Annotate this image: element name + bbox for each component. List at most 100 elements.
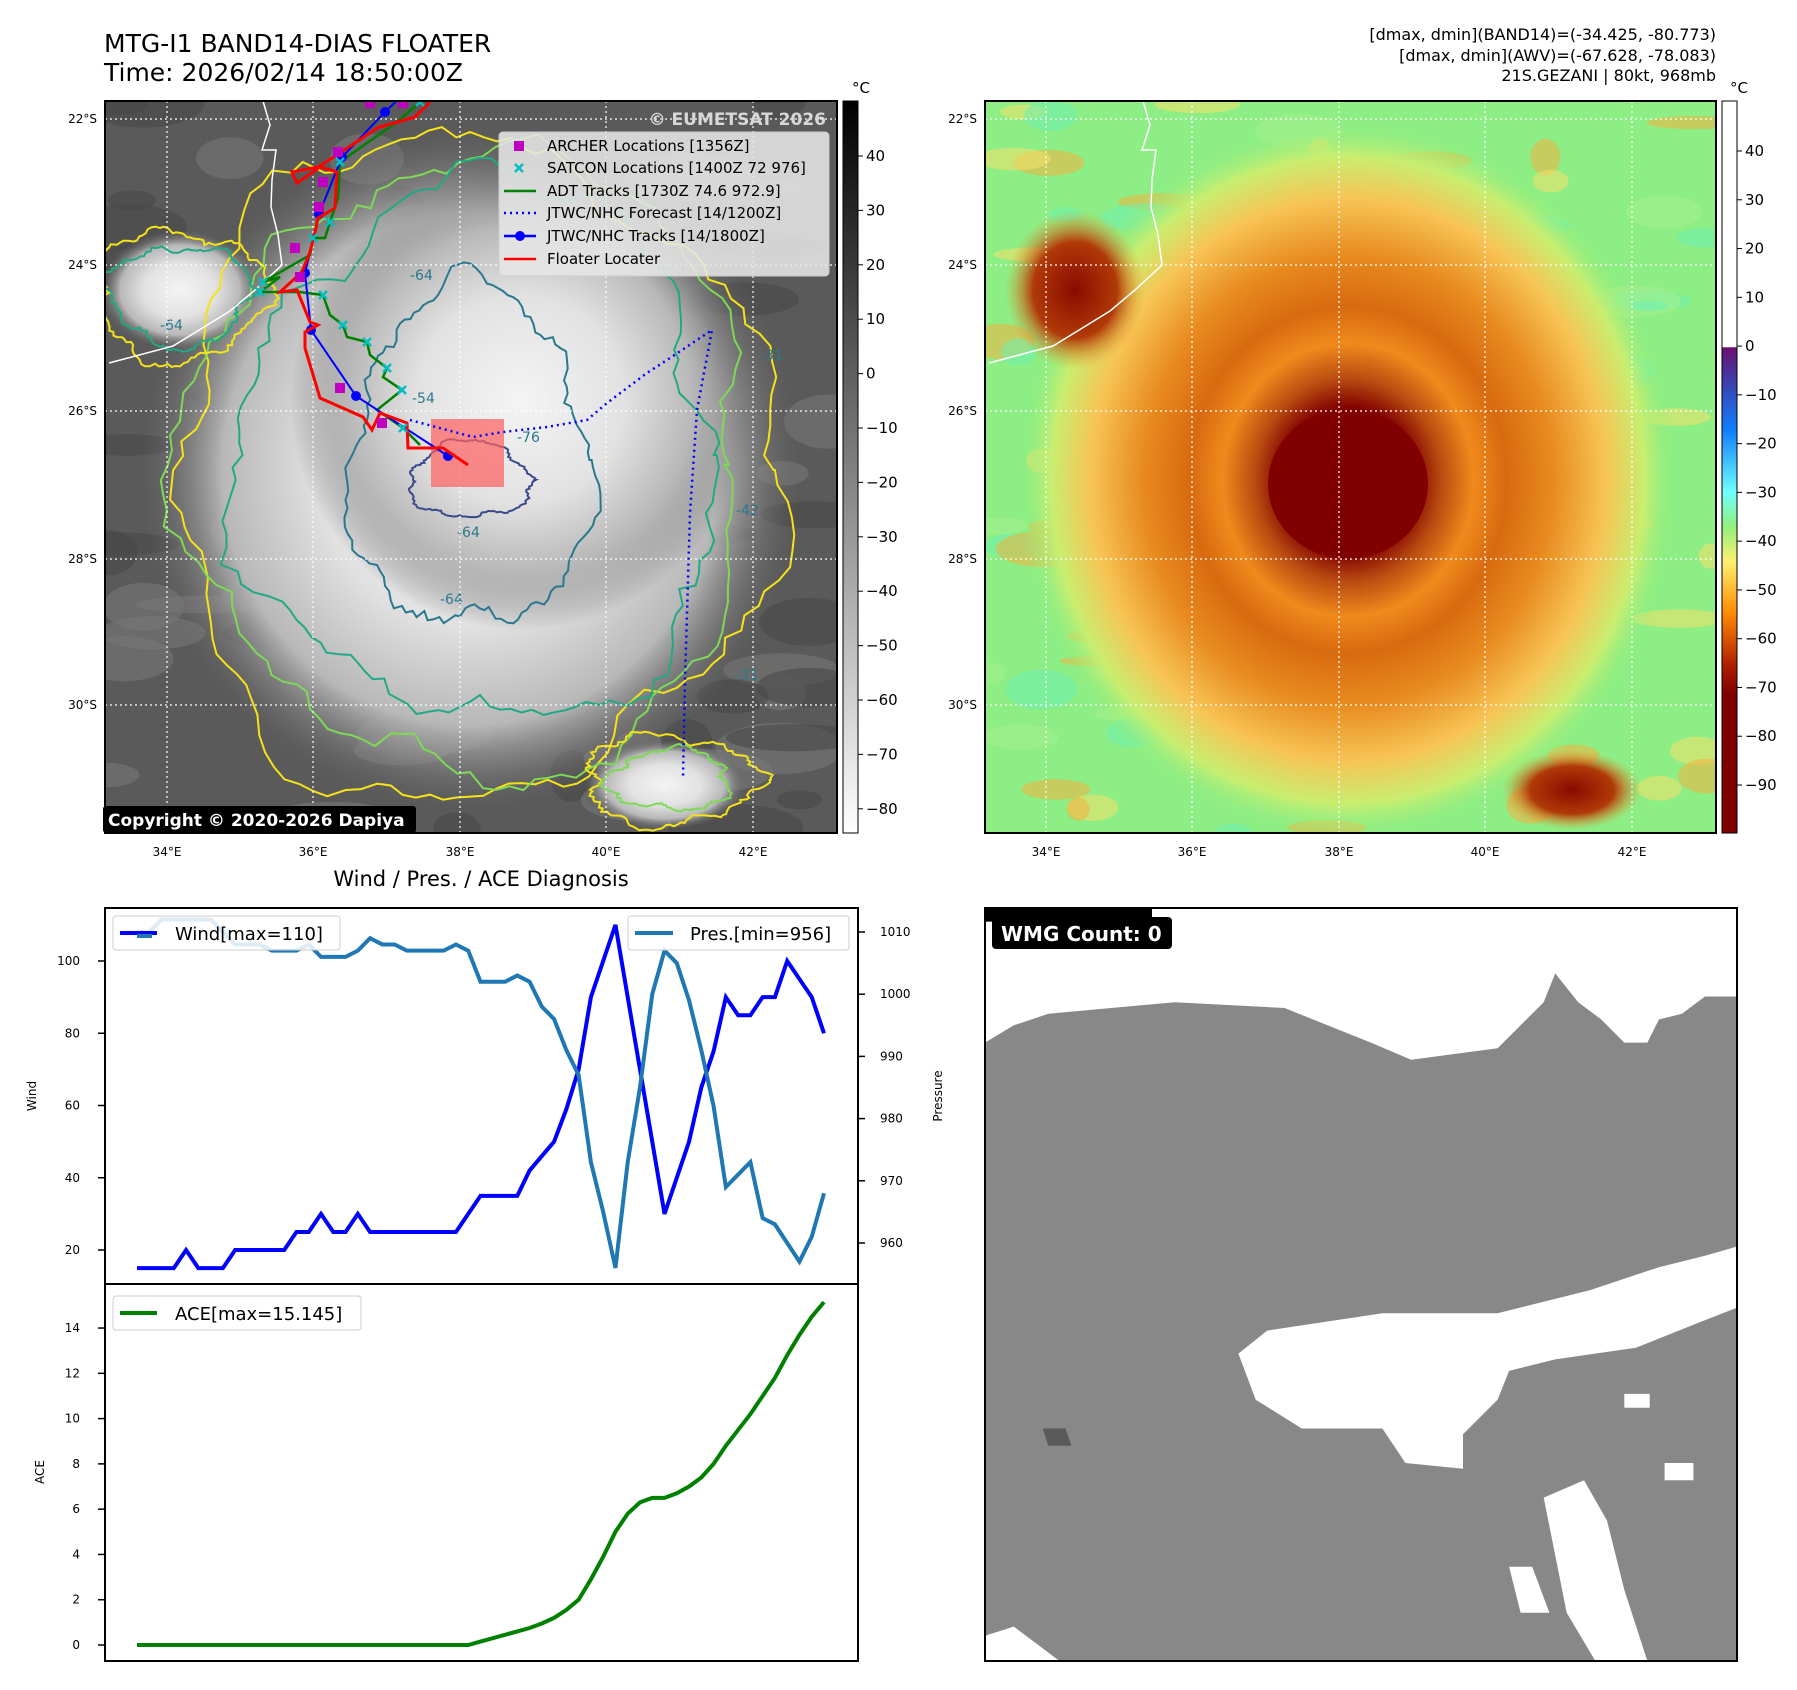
archer-marker xyxy=(314,202,324,212)
legend-label: SATCON Locations [1400Z 72 976] xyxy=(547,159,806,177)
wmg-count: WMG Count: 0 xyxy=(1001,922,1162,946)
wmg-clear-region xyxy=(1509,1566,1550,1613)
contour-label: -64 xyxy=(160,318,183,334)
wind-legend-label: Wind[max=110] xyxy=(175,924,323,945)
satcon-marker xyxy=(255,287,265,297)
colorbar-tick-label: 40 xyxy=(1745,142,1764,160)
convective-cell xyxy=(1005,210,1145,370)
lat-tick-label: 28°S xyxy=(948,552,977,566)
wind-tick-label: 100 xyxy=(57,954,80,968)
wind-tick-label: 20 xyxy=(65,1243,80,1257)
cyclone-core xyxy=(1268,409,1428,559)
archer-marker xyxy=(333,147,343,157)
pressure-tick-label: 1010 xyxy=(880,925,911,939)
wmg-clear-region xyxy=(1624,1393,1650,1408)
wind-legend: Wind[max=110] xyxy=(112,915,341,951)
contour-minus54 xyxy=(105,245,258,353)
contour-label: -42 xyxy=(736,503,759,519)
lon-tick-label: 38°E xyxy=(1325,845,1354,859)
ace-tick-label: 4 xyxy=(72,1547,80,1561)
ace-tick-label: 0 xyxy=(72,1638,80,1652)
colorbar-tick-label: −10 xyxy=(1745,386,1777,404)
legend-label: ARCHER Locations [1356Z] xyxy=(547,137,750,155)
ir-texture xyxy=(1021,779,1091,800)
legend-label: ADT Tracks [1730Z 74.6 972.9] xyxy=(547,182,781,200)
cloud-texture xyxy=(776,790,823,810)
lon-tick-label: 38°E xyxy=(446,845,475,859)
convective-cell xyxy=(1502,750,1642,830)
contour-minus31 xyxy=(105,225,281,368)
ir-texture xyxy=(1214,823,1251,833)
lon-tick-label: 36°E xyxy=(299,845,328,859)
satcon-marker xyxy=(318,290,328,300)
ace-tick-label: 6 xyxy=(72,1502,80,1516)
lat-tick-label: 22°S xyxy=(948,112,977,126)
cloud-texture xyxy=(105,101,205,128)
lat-tick-label: 30°S xyxy=(68,698,97,712)
pressure-axis-label: Pressure xyxy=(931,1070,945,1121)
ace-axis-label: ACE xyxy=(33,1460,47,1484)
colorbar-tick-label: −60 xyxy=(1745,630,1777,648)
archer-legend-icon xyxy=(514,141,524,151)
ir-texture xyxy=(1647,116,1716,130)
lat-tick-label: 22°S xyxy=(68,112,97,126)
colorbar-tick-label: −30 xyxy=(866,528,898,546)
map-axis-ticks: 22°S 24°S 26°S 28°S 30°S 34°E 36°E 38°E 40°E 42°E xyxy=(948,112,1646,859)
colorbar-tick-label: −50 xyxy=(1745,581,1777,599)
pressure-tick-label: 970 xyxy=(880,1174,903,1188)
satcon-marker xyxy=(397,385,407,395)
ir-texture xyxy=(1154,101,1241,114)
coastline xyxy=(988,101,1163,364)
pressure-tick-label: 980 xyxy=(880,1112,903,1126)
ir-texture xyxy=(1636,775,1682,801)
contour-label: -31 xyxy=(760,348,783,364)
colorbar-tick-label: 30 xyxy=(866,201,885,219)
colorbar-tick-label: −80 xyxy=(866,800,898,818)
colorbar-tick-label: −30 xyxy=(1745,483,1777,501)
cloud-texture xyxy=(196,137,264,180)
ir-texture xyxy=(1530,138,1561,176)
colorbar-tick-label: 20 xyxy=(866,256,885,274)
ir-texture xyxy=(1532,169,1569,193)
legend-label: JTWC/NHC Tracks [14/1800Z] xyxy=(546,227,765,245)
ir-texture xyxy=(1630,300,1668,312)
wind-pressure-chart: 20 40 60 80 100 960 970 980 990 1000 1010 Wind Pre… xyxy=(25,907,945,1285)
wmg-clear-region xyxy=(1664,1463,1694,1481)
contour-label: -31 xyxy=(735,668,758,684)
satcon-marker xyxy=(258,277,268,287)
archer-marker xyxy=(318,177,328,187)
satcon-marker xyxy=(398,423,408,433)
contour-label: -64 xyxy=(410,268,433,284)
colorbar-tick-label: −70 xyxy=(866,745,898,763)
lat-tick-label: 24°S xyxy=(68,258,97,272)
adt-track xyxy=(256,101,421,446)
cyclone-cloud xyxy=(290,170,750,630)
map-frame xyxy=(984,100,1717,834)
lat-tick-label: 26°S xyxy=(68,404,97,418)
band14-map: -31 -42 -54 -76 -64 -64 -64 -64 -31 ARCHER Locat… xyxy=(68,100,838,859)
ir-texture xyxy=(1024,101,1078,131)
lon-tick-label: 40°E xyxy=(1471,845,1500,859)
ir-texture xyxy=(1676,227,1716,248)
colorbar-tick-label: −80 xyxy=(1745,727,1777,745)
ace-tick-label: 8 xyxy=(72,1457,80,1471)
colorbar-unit: °C xyxy=(852,79,870,97)
pressure-legend-label: Pres.[min=956] xyxy=(690,924,831,945)
ir-texture xyxy=(1626,194,1702,230)
satcon-marker xyxy=(308,233,318,243)
ir-enhanced-field xyxy=(985,101,1716,833)
satcon-marker xyxy=(382,363,392,373)
colorbar-tick-label: −40 xyxy=(1745,532,1777,550)
contour-minus64 xyxy=(343,261,602,625)
wmg-clear-region xyxy=(985,908,1737,1060)
colorbar-tick-label: 0 xyxy=(1745,337,1755,355)
colorbar-tick-label: −20 xyxy=(866,473,898,491)
cloud-texture xyxy=(752,101,806,118)
satcon-legend-icon xyxy=(514,163,524,173)
pressure-tick-label: 960 xyxy=(880,1236,903,1250)
ace-tick-label: 2 xyxy=(72,1593,80,1607)
contour-label: -64 xyxy=(457,525,480,541)
ir-texture xyxy=(985,147,1051,171)
map-axis-ticks: 22°S 24°S 26°S 28°S 30°S 34°E 36°E 38°E 40°E 42°E xyxy=(68,112,767,859)
dot-legend-icon xyxy=(515,231,525,241)
